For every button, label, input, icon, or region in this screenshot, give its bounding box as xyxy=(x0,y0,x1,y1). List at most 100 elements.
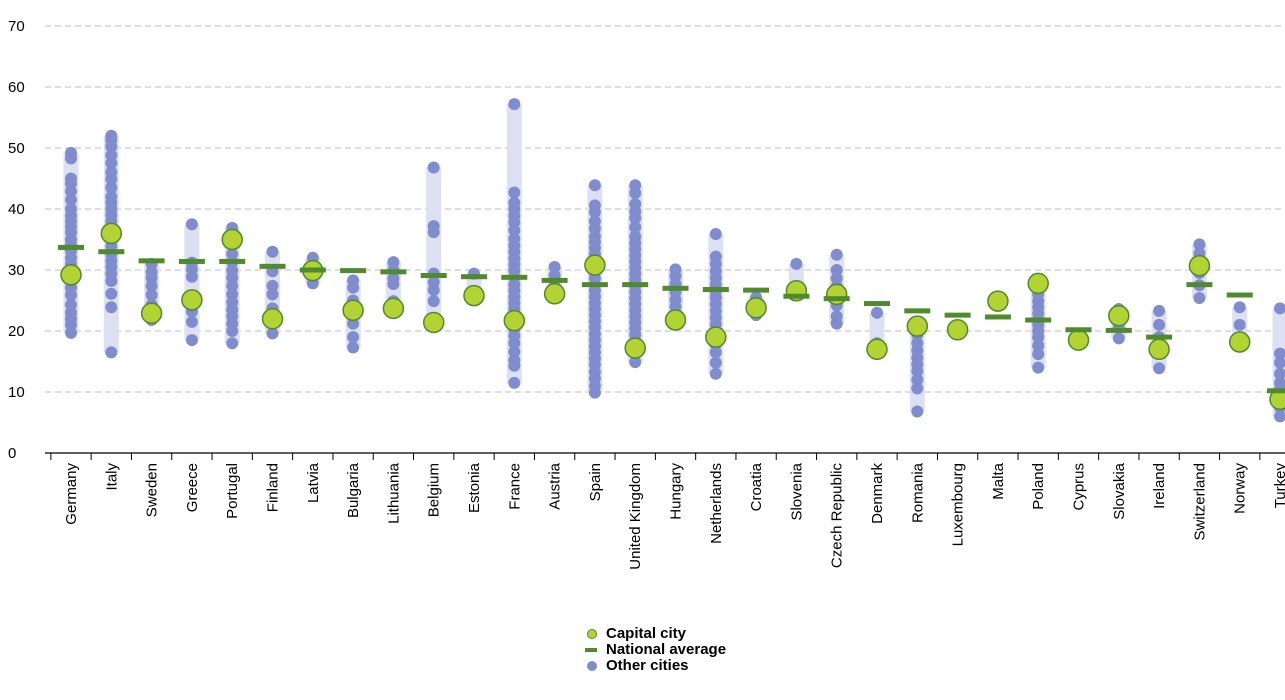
other-city-point xyxy=(267,288,279,300)
other-city-point xyxy=(1234,301,1246,313)
national-average-mark xyxy=(340,268,366,273)
national-average-mark xyxy=(58,245,84,250)
other-city-point xyxy=(347,341,359,353)
y-tick-label: 20 xyxy=(8,323,25,340)
other-city-point xyxy=(508,98,520,110)
national-average-mark xyxy=(300,268,326,273)
x-tick-label: Cyprus xyxy=(1071,463,1088,511)
other-city-point xyxy=(508,187,520,199)
national-average-mark xyxy=(945,313,971,318)
x-tick-label: United Kingdom xyxy=(627,463,644,570)
capital-city-point xyxy=(1109,306,1129,326)
other-city-point xyxy=(911,406,923,418)
capital-city-layer xyxy=(61,223,1285,409)
x-tick-label: Germany xyxy=(63,463,80,525)
x-tick-label: Norway xyxy=(1232,463,1249,514)
national-average-mark xyxy=(380,269,406,274)
other-city-point xyxy=(831,249,843,261)
other-city-point xyxy=(1113,332,1125,344)
y-tick-label: 10 xyxy=(8,384,25,401)
legend-label-capital: Capital city xyxy=(606,626,686,642)
y-tick-label: 30 xyxy=(8,262,25,279)
legend-item-capital: Capital city xyxy=(584,626,726,642)
national-average-mark xyxy=(461,274,487,279)
x-tick-label: Estonia xyxy=(466,462,483,513)
other-city-point xyxy=(428,284,440,296)
other-city-point xyxy=(1193,292,1205,304)
other-city-point xyxy=(589,179,601,191)
other-city-point xyxy=(105,346,117,358)
other-city-point xyxy=(508,377,520,389)
other-cities-marker-icon xyxy=(584,659,600,673)
other-city-point xyxy=(226,337,238,349)
y-tick-label: 60 xyxy=(8,79,25,96)
capital-city-point xyxy=(827,284,847,304)
x-tick-label: Slovenia xyxy=(788,462,805,520)
national-average-mark xyxy=(421,273,447,278)
range-band-layer xyxy=(64,104,1285,416)
national-average-mark xyxy=(1146,335,1172,340)
other-city-point xyxy=(186,334,198,346)
legend-label-national: National average xyxy=(606,642,726,658)
national-average-mark xyxy=(219,259,245,264)
legend-label-other: Other cities xyxy=(606,658,689,674)
x-tick-label: Luxembourg xyxy=(950,463,967,546)
capital-city-point xyxy=(746,298,766,318)
other-city-point xyxy=(710,368,722,380)
x-tick-label: Latvia xyxy=(305,462,322,503)
other-city-point xyxy=(105,275,117,287)
national-average-mark xyxy=(1186,282,1212,287)
other-city-point xyxy=(347,331,359,343)
x-tick-label: Ireland xyxy=(1151,463,1168,509)
capital-city-point xyxy=(948,320,968,340)
capital-city-point xyxy=(907,316,927,336)
national-average-mark xyxy=(98,249,124,254)
y-tick-label: 40 xyxy=(8,201,25,218)
x-tick-label: Hungary xyxy=(668,463,685,520)
x-tick-label: France xyxy=(506,463,523,510)
capital-city-point xyxy=(383,298,403,318)
x-tick-label: Denmark xyxy=(869,463,886,524)
other-city-point xyxy=(226,325,238,337)
other-city-point xyxy=(387,278,399,290)
other-city-point xyxy=(65,327,77,339)
legend-item-national: National average xyxy=(584,642,726,658)
other-city-point xyxy=(267,246,279,258)
national-average-mark xyxy=(1227,293,1253,298)
national-average-mark xyxy=(179,259,205,264)
y-tick-label: 0 xyxy=(8,445,16,462)
capital-city-point xyxy=(222,230,242,250)
x-tick-label: Poland xyxy=(1030,463,1047,510)
x-tick-label: Lithuania xyxy=(385,462,402,524)
other-city-point xyxy=(105,301,117,313)
x-tick-label: Belgium xyxy=(426,463,443,517)
x-tick-label: Netherlands xyxy=(708,463,725,544)
capital-city-point xyxy=(1189,256,1209,276)
capital-city-point xyxy=(545,284,565,304)
national-average-mark xyxy=(542,278,568,283)
x-tick-label: Turkey xyxy=(1272,463,1285,509)
capital-city-point xyxy=(1149,339,1169,359)
other-city-point xyxy=(1153,362,1165,374)
capital-city-point xyxy=(343,300,363,320)
other-city-point xyxy=(710,346,722,358)
other-city-point xyxy=(911,382,923,394)
other-city-point xyxy=(871,307,883,319)
x-tick-label: Slovakia xyxy=(1111,462,1128,519)
other-city-point xyxy=(428,295,440,307)
other-city-point xyxy=(186,218,198,230)
other-city-point xyxy=(710,228,722,240)
other-city-point xyxy=(589,387,601,399)
capital-city-point xyxy=(988,291,1008,311)
x-tick-label: Italy xyxy=(103,463,120,491)
legend-item-other: Other cities xyxy=(584,658,726,674)
capital-city-point xyxy=(585,255,605,275)
national-average-mark xyxy=(582,282,608,287)
capital-city-point xyxy=(142,303,162,323)
capital-city-point xyxy=(424,312,444,332)
x-tick-label: Finland xyxy=(265,463,282,512)
capital-city-point xyxy=(625,338,645,358)
other-city-point xyxy=(428,226,440,238)
capital-city-point xyxy=(1230,332,1250,352)
national-average-mark xyxy=(622,282,648,287)
